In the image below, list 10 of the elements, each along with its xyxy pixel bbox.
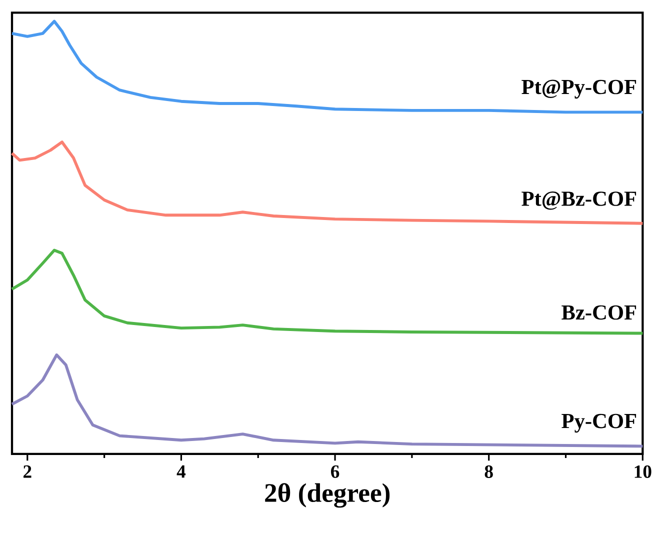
x-tick-label: 6 [331,465,340,478]
x-tick-label: 2 [23,465,32,478]
x-tick-label: 10 [634,465,652,478]
x-axis-title: 2θ (degree) [265,483,390,508]
series-label: Bz-COF [562,305,636,320]
series-label: Pt@Bz-COF [522,192,636,210]
series-label: Py-COF [562,414,636,433]
x-tick-label: 8 [484,465,493,478]
x-tick-label: 4 [176,465,186,478]
series-label: Pt@Py-COF [522,80,636,99]
